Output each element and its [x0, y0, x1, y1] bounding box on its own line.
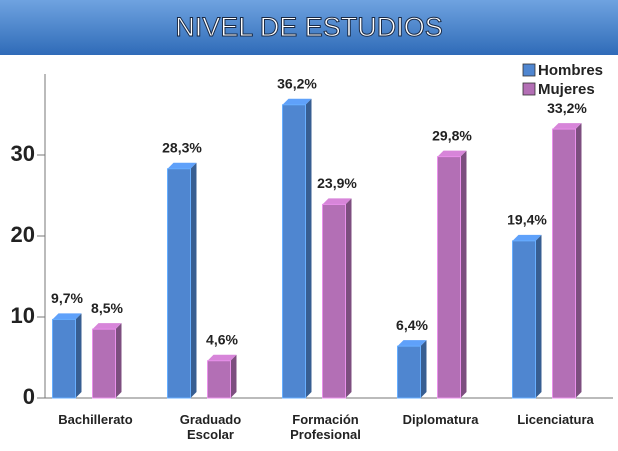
x-tick-label: Graduado Escolar [179, 412, 242, 442]
bar [167, 162, 197, 399]
bar [322, 198, 352, 399]
bar-top [207, 354, 237, 361]
bar-front [167, 168, 191, 399]
bar-side [305, 98, 312, 398]
bar-side [535, 234, 542, 398]
legend-label: Hombres [538, 62, 603, 79]
bar [397, 340, 427, 399]
bar-side [345, 198, 352, 398]
bar-side [75, 313, 82, 398]
data-label: 6,4% [396, 317, 428, 333]
bar [207, 354, 237, 399]
bar [512, 234, 542, 399]
data-label: 8,5% [91, 300, 123, 316]
bar [437, 150, 467, 399]
bar-top [552, 123, 582, 130]
bar-front [282, 104, 306, 399]
x-tick-label: Diplomatura [402, 412, 479, 427]
bar-top [512, 234, 542, 241]
bar-side [190, 162, 197, 398]
y-tick-label: 10 [11, 303, 35, 328]
bar-front [207, 360, 231, 399]
bar-side [115, 323, 122, 398]
x-tick-label: Bachillerato [58, 412, 133, 427]
bar [282, 98, 312, 399]
data-label: 9,7% [51, 290, 83, 306]
bar-side [575, 123, 582, 398]
bar-top [322, 198, 352, 205]
data-label: 23,9% [317, 175, 357, 191]
bar-front [512, 240, 536, 399]
data-label: 19,4% [507, 212, 547, 228]
bar-top [282, 98, 312, 105]
title-banner [0, 0, 618, 55]
data-label: 28,3% [162, 139, 202, 155]
bar-front [52, 318, 76, 399]
chart-title: NIVEL DE ESTUDIOS [175, 12, 443, 42]
legend-swatch [522, 63, 536, 77]
legend-swatch [522, 82, 536, 96]
bar-front [322, 203, 346, 399]
bar-side [460, 150, 467, 398]
bar-top [167, 162, 197, 169]
data-label: 29,8% [432, 127, 472, 143]
bar [552, 123, 582, 399]
bar-side [420, 340, 427, 398]
x-tick-label: Licenciatura [517, 412, 594, 427]
bar-top [397, 340, 427, 347]
bar-front [437, 156, 461, 399]
bar-front [552, 128, 576, 399]
bar-front [92, 328, 116, 399]
data-label: 4,6% [206, 331, 238, 347]
x-tick-label: Formación Profesional [290, 412, 361, 442]
bar [92, 323, 122, 399]
bar-top [92, 323, 122, 330]
bar [52, 313, 82, 399]
bar-front [397, 345, 421, 399]
y-tick-label: 0 [23, 384, 35, 409]
bar-side [230, 354, 237, 398]
legend-label: Mujeres [538, 81, 595, 98]
data-label: 36,2% [277, 75, 317, 91]
bar-top [52, 313, 82, 320]
y-tick-label: 30 [11, 141, 35, 166]
bar-top [437, 150, 467, 157]
y-tick-label: 20 [11, 222, 35, 247]
data-label: 33,2% [547, 100, 587, 116]
